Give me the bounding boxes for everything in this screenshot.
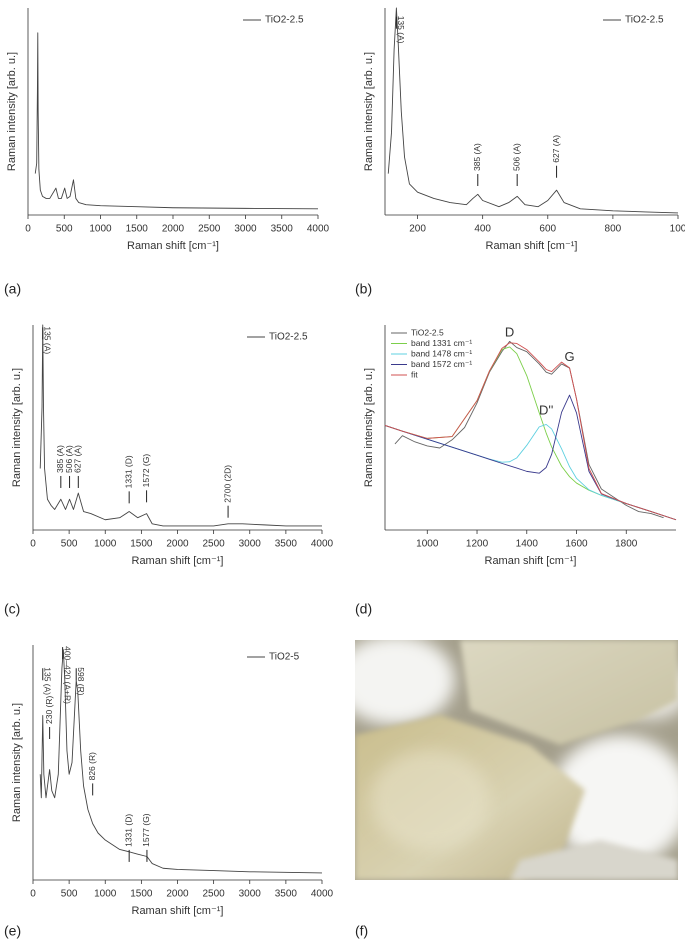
band-label: G: [564, 349, 574, 364]
x-axis-label: Raman shift [cm⁻¹]: [132, 555, 224, 567]
x-tick-label: 0: [25, 224, 31, 235]
band-label: D: [505, 325, 514, 340]
photo: [355, 640, 678, 880]
x-tick-label: 1600: [565, 539, 588, 550]
peak-label: 1331 (D): [123, 455, 133, 488]
band-label: D'': [539, 403, 553, 418]
x-tick-label: 1400: [516, 539, 539, 550]
x-axis-label: Raman shift [cm⁻¹]: [132, 905, 224, 917]
x-tick-label: 3000: [234, 224, 257, 235]
x-tick-label: 600: [539, 224, 556, 235]
x-tick-label: 1500: [130, 889, 153, 900]
y-axis-label: Raman intensity [arb. u.]: [363, 368, 375, 487]
panel-label: (e): [4, 923, 21, 939]
spectrum-line: [384, 346, 677, 521]
legend-label: TiO2-5: [269, 652, 300, 663]
peak-label: 400–420 (A+R): [62, 646, 72, 704]
legend-label: TiO2-2.5: [625, 15, 664, 26]
spectrum-line: [39, 649, 323, 874]
x-tick-label: 0: [30, 539, 36, 550]
peak-label: 506 (A): [64, 445, 74, 473]
x-tick-label: 2500: [198, 224, 221, 235]
x-tick-label: 4000: [311, 539, 334, 550]
spectrum-line: [39, 324, 322, 527]
spectrum-line: [384, 394, 677, 521]
x-tick-label: 1500: [130, 539, 153, 550]
x-tick-label: 1000: [94, 539, 117, 550]
legend-label: band 1331 cm⁻¹: [411, 338, 472, 348]
peak-label: 385 (A): [55, 445, 65, 473]
x-tick-label: 2500: [203, 889, 226, 900]
peak-label: 627 (A): [551, 135, 561, 163]
legend-label: TiO2-2.5: [269, 332, 308, 343]
panel-label: (a): [4, 281, 21, 297]
spectrum-line: [387, 7, 679, 214]
peak-label: 826 (R): [87, 752, 97, 781]
spectrum-line: [34, 32, 319, 210]
x-axis-label: Raman shift [cm⁻¹]: [485, 555, 577, 567]
x-tick-label: 3000: [239, 889, 262, 900]
legend-label: band 1478 cm⁻¹: [411, 348, 472, 358]
x-tick-label: 0: [30, 889, 36, 900]
x-tick-label: 4000: [307, 224, 330, 235]
y-axis-label: Raman intensity [arb. u.]: [6, 52, 18, 171]
panel-label: (f): [355, 923, 368, 939]
peak-label: 230 (R): [44, 695, 54, 724]
x-axis-label: Raman shift [cm⁻¹]: [127, 240, 219, 252]
legend-label: TiO2-2.5: [411, 327, 444, 337]
y-axis-label: Raman intensity [arb. u.]: [11, 368, 23, 487]
peak-label: 135 (A): [43, 326, 53, 354]
y-axis-label: Raman intensity [arb. u.]: [11, 703, 23, 822]
x-tick-label: 500: [61, 539, 78, 550]
x-tick-label: 500: [56, 224, 73, 235]
peak-label: 385 (A): [472, 143, 482, 171]
x-tick-label: 1000: [89, 224, 112, 235]
peak-label: 506 (A): [511, 143, 521, 171]
panel-label: (c): [4, 601, 20, 617]
peak-label: 598 (R): [76, 667, 86, 696]
x-tick-label: 200: [409, 224, 426, 235]
legend-label: band 1572 cm⁻¹: [411, 359, 472, 369]
spectrum-line: [394, 340, 664, 519]
x-tick-label: 500: [61, 889, 78, 900]
x-tick-label: 1200: [466, 539, 489, 550]
x-axis-label: Raman shift [cm⁻¹]: [486, 240, 578, 252]
peak-label: 135 (A): [43, 667, 53, 695]
peak-label: 1331 (D): [123, 814, 133, 847]
x-tick-label: 3500: [275, 539, 298, 550]
x-tick-label: 3000: [239, 539, 262, 550]
x-tick-label: 1500: [126, 224, 149, 235]
x-tick-label: 2000: [162, 224, 185, 235]
x-tick-label: 800: [605, 224, 622, 235]
peak-label: 2700 (2D): [222, 465, 232, 503]
x-tick-label: 100: [670, 224, 685, 235]
peak-label: 135 (A): [396, 16, 406, 44]
spectrum-line: [384, 342, 677, 521]
x-tick-label: 400: [474, 224, 491, 235]
x-tick-label: 3500: [271, 224, 294, 235]
x-tick-label: 3500: [275, 889, 298, 900]
x-tick-label: 2000: [166, 539, 189, 550]
peak-label: 1577 (G): [141, 813, 151, 847]
peak-label: 627 (A): [73, 445, 83, 473]
x-tick-label: 4000: [311, 889, 334, 900]
y-axis-label: Raman intensity [arb. u.]: [363, 52, 375, 171]
x-tick-label: 2500: [203, 539, 226, 550]
legend-label: TiO2-2.5: [265, 15, 304, 26]
legend-label: fit: [411, 369, 418, 379]
x-tick-label: 1000: [416, 539, 439, 550]
panel-label: (d): [355, 601, 372, 617]
peak-label: 1572 (G): [141, 454, 151, 488]
x-tick-label: 2000: [166, 889, 189, 900]
panel-label: (b): [355, 281, 372, 297]
x-tick-label: 1000: [94, 889, 117, 900]
x-tick-label: 1800: [615, 539, 638, 550]
